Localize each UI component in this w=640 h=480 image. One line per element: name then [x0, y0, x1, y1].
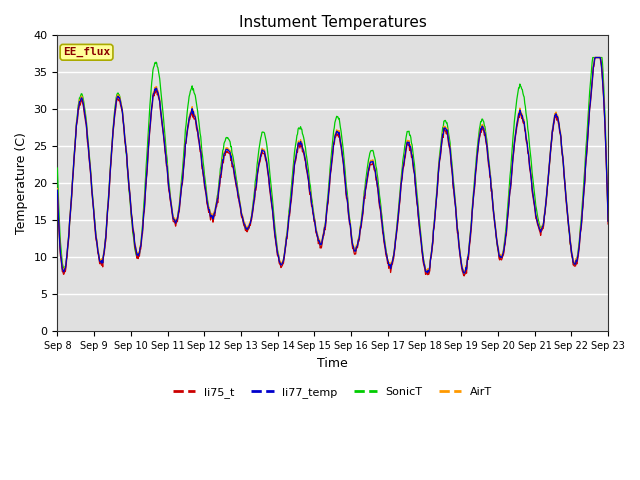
Title: Instument Temperatures: Instument Temperatures: [239, 15, 427, 30]
Y-axis label: Temperature (C): Temperature (C): [15, 132, 28, 234]
X-axis label: Time: Time: [317, 357, 348, 370]
Text: EE_flux: EE_flux: [63, 47, 110, 58]
Legend: li75_t, li77_temp, SonicT, AirT: li75_t, li77_temp, SonicT, AirT: [169, 383, 497, 403]
